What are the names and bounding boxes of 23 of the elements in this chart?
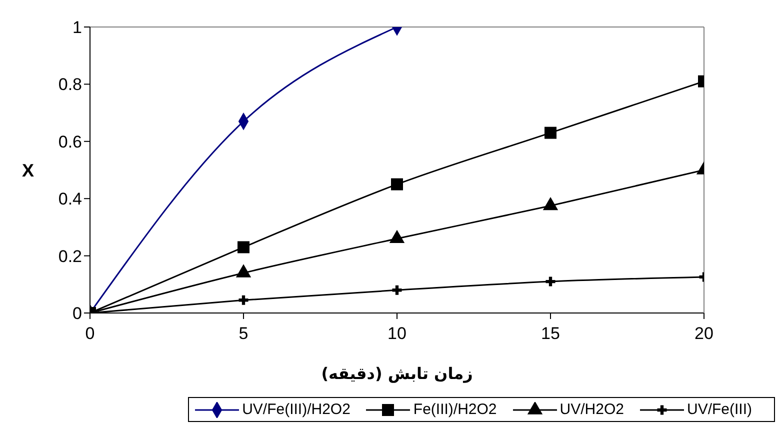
- point: [238, 241, 250, 254]
- y-tick-label: 0.2: [58, 246, 82, 266]
- point: [544, 126, 556, 139]
- point: [546, 276, 556, 286]
- y-axis-title: X: [22, 160, 34, 180]
- point: [392, 285, 402, 295]
- y-tick-label: 0.4: [58, 190, 82, 209]
- legend-label: UV/Fe(III)/H2O2: [242, 401, 350, 418]
- point: [391, 178, 403, 190]
- x-tick-label: 10: [388, 324, 406, 344]
- legend-label: UV/Fe(III): [686, 401, 752, 418]
- x-tick-label: 20: [694, 324, 714, 344]
- y-tick-label: 0: [72, 304, 82, 324]
- point: [238, 295, 248, 305]
- x-tick-label: 5: [238, 324, 248, 344]
- legend-label: Fe(III)/H2O2: [413, 401, 497, 418]
- y-tick-label: 1: [72, 18, 82, 38]
- x-axis-title: زمان تابش (دقیقه): [321, 364, 473, 383]
- y-tick-label: 0.6: [58, 132, 82, 152]
- x-tick-label: 15: [541, 324, 560, 344]
- legend-label: UV/H2O2: [560, 401, 624, 418]
- x-tick-label: 0: [85, 324, 95, 344]
- y-tick-label: 0.8: [58, 75, 82, 94]
